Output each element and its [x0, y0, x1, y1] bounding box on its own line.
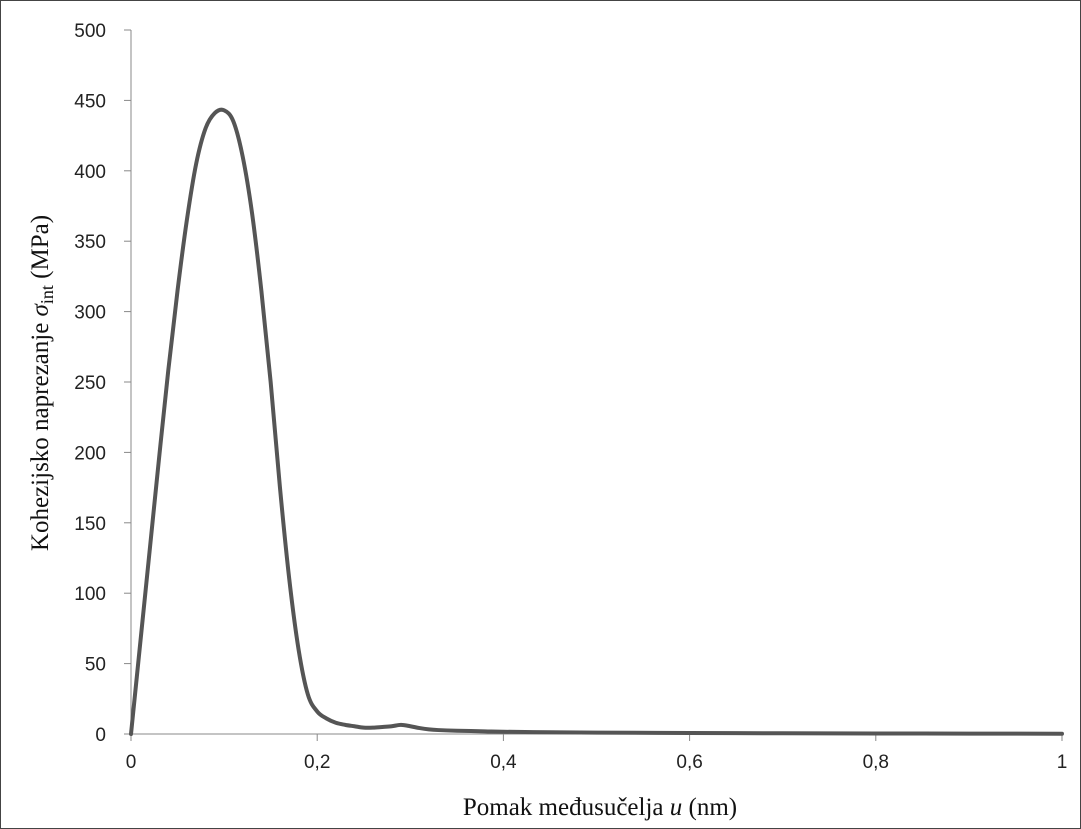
series-line — [129, 107, 1064, 736]
x-tick-label: 0,2 — [304, 752, 330, 773]
y-tick-label: 100 — [74, 584, 106, 605]
x-tick-label: 0 — [126, 752, 137, 773]
x-tick-label: 0,4 — [490, 752, 517, 773]
y-tick-label: 300 — [74, 303, 106, 324]
y-tick-label: 50 — [85, 655, 106, 676]
y-tick-label: 250 — [74, 373, 106, 394]
y-axis-title: Kohezijsko naprezanje σint (MPa) — [27, 215, 57, 551]
ticks: 0 50 100 150 200 250 300 350 400 450 500 0 0,2 0,4 0,6… — [74, 21, 1067, 773]
x-tick-label: 0,8 — [863, 752, 889, 773]
y-tick-label: 400 — [74, 162, 106, 183]
y-tick-label: 500 — [74, 21, 106, 42]
x-tick-label: 0,6 — [676, 752, 702, 773]
y-tick-label: 0 — [95, 725, 106, 746]
x-tick-label: 1 — [1057, 752, 1068, 773]
y-tick-label: 350 — [74, 232, 106, 253]
y-tick-label: 450 — [74, 91, 106, 112]
plot-area — [129, 107, 1064, 736]
y-tick-label: 200 — [74, 443, 106, 464]
x-axis-title: Pomak međusučelja u (nm) — [463, 794, 737, 821]
y-tick-label: 150 — [74, 514, 106, 535]
